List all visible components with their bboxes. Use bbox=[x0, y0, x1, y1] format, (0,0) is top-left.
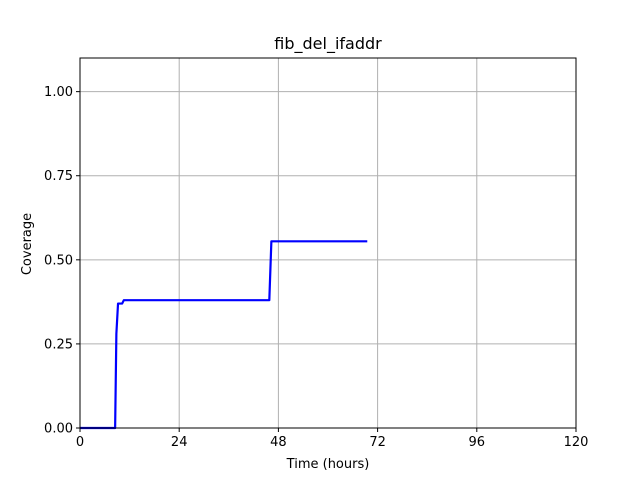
x-axis-ticks: 0 24 48 72 96 120 bbox=[76, 428, 589, 450]
series-line bbox=[80, 240, 368, 430]
y-tick-label: 1.00 bbox=[44, 85, 73, 100]
x-tick-label: 24 bbox=[171, 435, 188, 450]
y-axis-label: Coverage bbox=[20, 213, 35, 275]
y-tick-label: 0.50 bbox=[44, 253, 73, 268]
x-tick-label: 120 bbox=[564, 435, 589, 450]
y-tick-label: 0.75 bbox=[44, 169, 73, 184]
x-tick-label: 72 bbox=[369, 435, 386, 450]
x-axis-label: Time (hours) bbox=[286, 457, 370, 472]
y-axis-ticks: 0.00 0.25 0.50 0.75 1.00 bbox=[44, 85, 80, 437]
x-tick-label: 0 bbox=[76, 435, 84, 450]
series-layer bbox=[80, 240, 368, 430]
chart-title: fib_del_ifaddr bbox=[274, 34, 382, 54]
plot-frame bbox=[79, 57, 577, 429]
y-tick-label: 0.00 bbox=[44, 422, 73, 437]
x-tick-label: 48 bbox=[270, 435, 287, 450]
x-tick-label: 96 bbox=[469, 435, 486, 450]
y-tick-label: 0.25 bbox=[44, 337, 73, 352]
